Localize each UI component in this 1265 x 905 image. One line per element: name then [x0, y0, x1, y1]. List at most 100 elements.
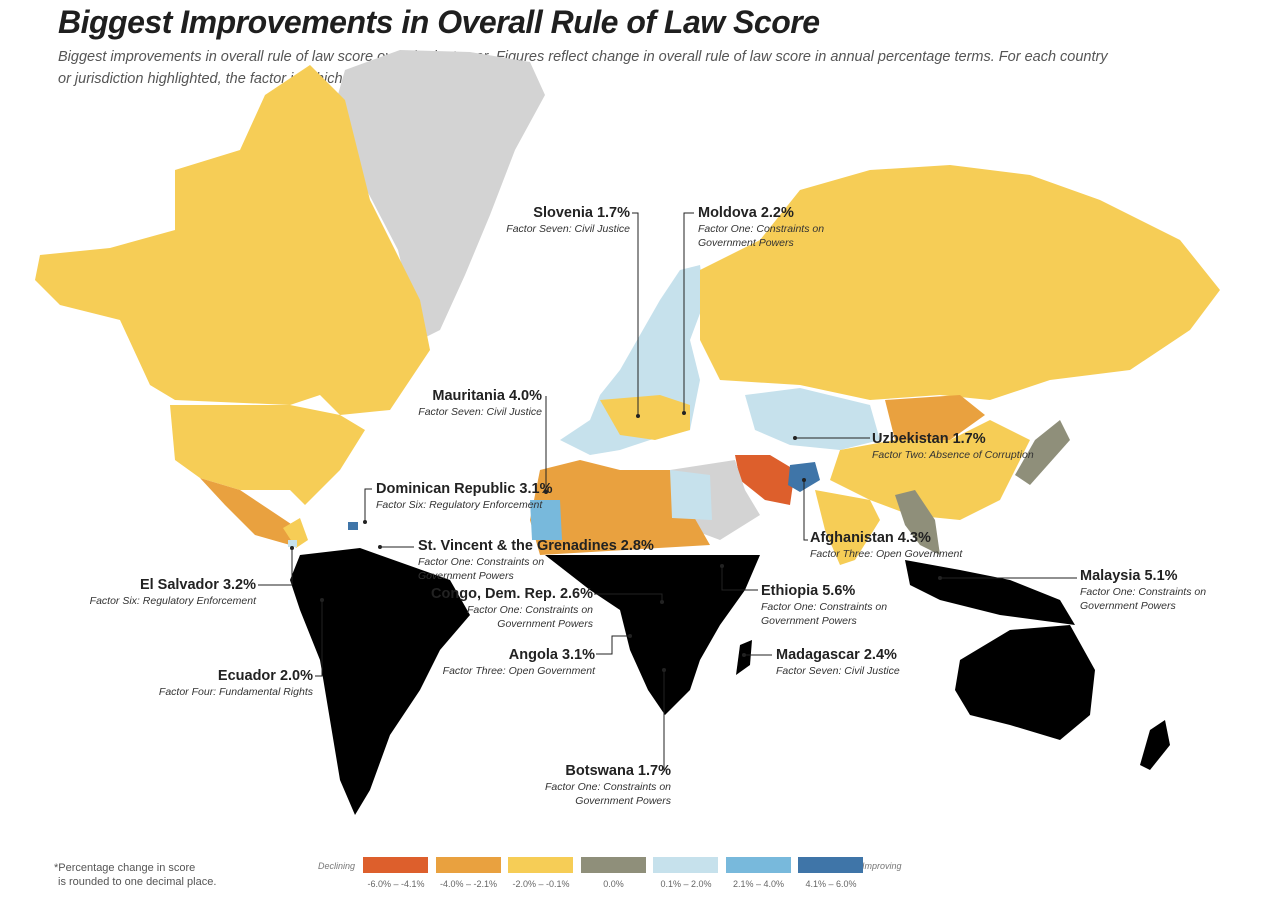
india-shape: [815, 490, 880, 565]
leader-dots: [290, 411, 942, 672]
ecuador-leader: [315, 600, 323, 677]
callout-factor: Factor Three: Open Government: [810, 548, 963, 560]
legend-swatch: [435, 857, 501, 873]
callout-madagascar: Madagascar 2.4% Factor Seven: Civil Just…: [776, 647, 900, 678]
callout-uzbekistan: Uzbekistan 1.7% Factor Two: Absence of C…: [872, 431, 1034, 462]
callout-moldova: Moldova 2.2% Factor One: Constraints on …: [698, 205, 838, 250]
new-zealand-shape: [1140, 720, 1170, 770]
central-asia-shape: [745, 388, 880, 450]
callout-name: Ecuador 2.0%: [217, 668, 313, 684]
dominican-leader: [364, 488, 372, 522]
mexico-shape: [200, 478, 300, 545]
callout-name: Malaysia 5.1%: [1080, 568, 1178, 584]
moldova-leader: [683, 212, 694, 413]
callout-slovenia: Slovenia 1.7% Factor Seven: Civil Justic…: [506, 205, 630, 236]
legend-swatch: [363, 857, 428, 873]
callout-afghanistan: Afghanistan 4.3% Factor Three: Open Gove…: [810, 530, 962, 561]
japan-shape: [1015, 420, 1070, 485]
southern-europe-shape: [600, 395, 690, 440]
russia-shape: [700, 165, 1220, 400]
callout-factor: Factor Six: Regulatory Enforcement: [376, 499, 543, 511]
callout-name: Mauritania 4.0%: [432, 388, 542, 404]
callout-malaysia: Malaysia 5.1% Factor One: Constraints on…: [1080, 568, 1230, 613]
madagascar-shape: [736, 640, 752, 675]
callout-name: Botswana 1.7%: [565, 763, 671, 779]
callout-ecuador: Ecuador 2.0% Factor Four: Fundamental Ri…: [159, 668, 313, 699]
indonesia-shape: [905, 560, 1075, 625]
callout-name: El Salvador 3.2%: [139, 577, 256, 593]
callout-factor: Factor One: Constraints on Government Po…: [761, 601, 888, 627]
callout-factor: Factor Six: Regulatory Enforcement: [89, 595, 256, 607]
callout-name: Moldova 2.2%: [698, 205, 794, 221]
mauritania-shape: [530, 500, 562, 540]
callout-name: Ethiopia 5.6%: [761, 583, 856, 599]
legend-swatch: [508, 857, 573, 873]
callout-factor: Factor Seven: Civil Justice: [418, 406, 542, 418]
legend-range-label: 4.1% – 6.0%: [805, 879, 857, 889]
callout-name: Dominican Republic 3.1%: [376, 481, 553, 497]
southeast-asia-shape: [895, 490, 940, 555]
callout-factor: Factor Seven: Civil Justice: [776, 665, 900, 677]
callout-st-vincent: St. Vincent & the Grenadines 2.8% Factor…: [418, 538, 668, 583]
legend-swatch: [580, 857, 646, 873]
callout-name: St. Vincent & the Grenadines 2.8%: [418, 538, 654, 554]
callout-factor: Factor Two: Absence of Corruption: [872, 449, 1034, 461]
mongolia-shape: [885, 395, 985, 440]
footnote: *Percentage change in score is rounded t…: [54, 861, 216, 889]
callout-name: Madagascar 2.4%: [776, 647, 897, 663]
callout-factor: Factor One: Constraints on Government Po…: [698, 223, 825, 249]
callout-factor: Factor Four: Fundamental Rights: [158, 686, 313, 698]
legend-swatch: [653, 857, 718, 873]
legend-range-label: 2.1% – 4.0%: [732, 879, 785, 889]
callout-name: Angola 3.1%: [508, 647, 595, 663]
canada-shape: [35, 65, 430, 415]
congo-leader: [594, 593, 663, 602]
legend-range-label: -6.0% – -4.1%: [367, 879, 425, 889]
china-shape: [830, 420, 1030, 520]
australia-shape: [955, 625, 1095, 740]
el-salvador-shape: [288, 540, 297, 547]
slovenia-leader: [632, 212, 639, 416]
central-america-shape: [283, 518, 308, 548]
legend-improving-label: Improving: [862, 861, 902, 871]
callout-factor: Factor One: Constraints on Government Po…: [418, 556, 545, 582]
angola-leader: [596, 635, 630, 655]
north-africa-shape: [530, 460, 710, 555]
callout-name: Slovenia 1.7%: [533, 205, 630, 221]
callout-factor: Factor Seven: Civil Justice: [506, 223, 630, 235]
legend-swatch: [725, 857, 791, 873]
greenland-shape: [335, 50, 545, 340]
leader-lines: [258, 212, 1077, 770]
callout-congo: Congo, Dem. Rep. 2.6% Factor One: Constr…: [423, 586, 593, 631]
footnote-line: is rounded to one decimal place.: [58, 876, 217, 888]
dominican-republic-shape: [348, 522, 358, 530]
callout-angola: Angola 3.1% Factor Three: Open Governmen…: [443, 647, 595, 678]
usa-shape: [170, 405, 365, 505]
legend-range-label: 0.1% – 2.0%: [660, 879, 712, 889]
egypt-sudan-shape: [670, 470, 712, 520]
legend-range-label: 0.0%: [603, 879, 624, 889]
legend-declining-label: Declining: [318, 861, 356, 871]
callout-factor: Factor Three: Open Government: [442, 665, 595, 677]
ethiopia-leader: [721, 566, 758, 591]
legend-swatch: [798, 857, 863, 873]
callout-mauritania: Mauritania 4.0% Factor Seven: Civil Just…: [418, 388, 542, 419]
afghanistan-shape: [788, 462, 820, 492]
south-america-shape: [290, 548, 470, 815]
callout-factor: Factor One: Constraints on Government Po…: [544, 781, 671, 807]
callout-botswana: Botswana 1.7% Factor One: Constraints on…: [521, 763, 671, 808]
callout-name: Uzbekistan 1.7%: [872, 431, 986, 447]
iran-shape: [735, 455, 795, 505]
callout-name: Congo, Dem. Rep. 2.6%: [431, 586, 593, 602]
callout-el-salvador: El Salvador 3.2% Factor Six: Regulatory …: [90, 577, 256, 608]
legend-range-label: -2.0% – -0.1%: [512, 879, 570, 889]
footnote-line: *Percentage change in score: [54, 862, 196, 874]
callout-dominican-republic: Dominican Republic 3.1% Factor Six: Regu…: [376, 481, 552, 512]
callout-factor: Factor One: Constraints on Government Po…: [1080, 586, 1207, 612]
afghanistan-leader: [803, 480, 808, 541]
map-title: Biggest Improvements in Overall Rule of …: [58, 4, 820, 40]
callout-factor: Factor One: Constraints on Government Po…: [466, 604, 593, 630]
callout-ethiopia: Ethiopia 5.6% Factor One: Constraints on…: [761, 583, 911, 628]
el-salvador-leader: [258, 548, 293, 586]
